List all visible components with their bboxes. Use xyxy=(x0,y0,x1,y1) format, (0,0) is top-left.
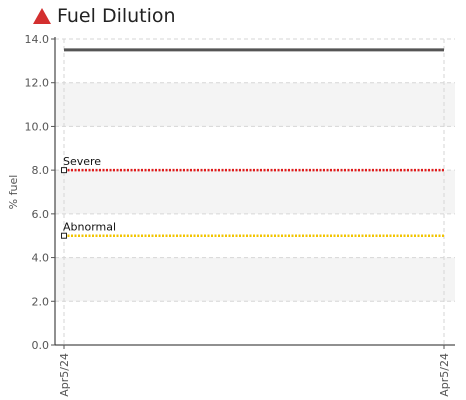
y-tick-label: 2.0 xyxy=(32,295,50,308)
y-tick-label: 0.0 xyxy=(32,339,50,352)
threshold-marker-severe xyxy=(61,167,67,174)
chart-title-text: Fuel Dilution xyxy=(57,5,176,27)
threshold-marker-abnormal xyxy=(61,232,67,239)
y-tick-label: 4.0 xyxy=(32,252,50,265)
grid-band xyxy=(55,82,455,127)
y-tick-label: 14.0 xyxy=(25,33,50,46)
x-tick-label: Apr5/24 xyxy=(438,353,451,397)
threshold-label-severe: Severe xyxy=(63,155,101,168)
x-tick-label: Apr5/24 xyxy=(58,353,71,397)
y-tick-label: 6.0 xyxy=(32,208,50,221)
grid-band xyxy=(55,170,455,214)
y-axis-label: % fuel xyxy=(7,175,20,210)
threshold-label-abnormal: Abnormal xyxy=(63,221,116,234)
grid-band xyxy=(55,257,455,302)
y-tick-label: 10.0 xyxy=(25,120,50,133)
y-tick-label: 8.0 xyxy=(32,164,50,177)
y-tick-label: 12.0 xyxy=(25,77,50,90)
chart-title: Fuel Dilution xyxy=(32,3,176,29)
warning-triangle-icon xyxy=(33,8,51,24)
